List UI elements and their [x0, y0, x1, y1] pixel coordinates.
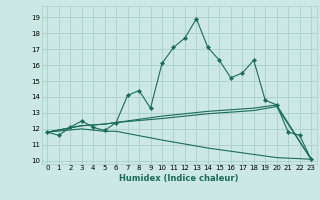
X-axis label: Humidex (Indice chaleur): Humidex (Indice chaleur) — [119, 174, 239, 183]
